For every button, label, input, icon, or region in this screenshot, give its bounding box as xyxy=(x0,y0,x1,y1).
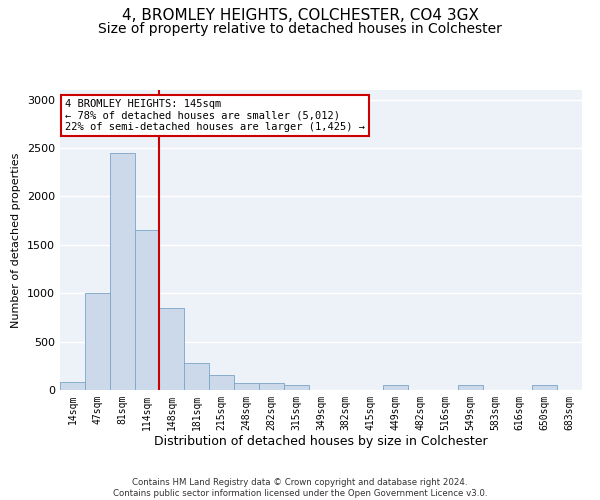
Text: 4 BROMLEY HEIGHTS: 145sqm
← 78% of detached houses are smaller (5,012)
22% of se: 4 BROMLEY HEIGHTS: 145sqm ← 78% of detac… xyxy=(65,99,365,132)
Bar xyxy=(85,293,110,390)
Bar xyxy=(383,385,408,390)
Y-axis label: Number of detached properties: Number of detached properties xyxy=(11,152,22,328)
Text: Contains HM Land Registry data © Crown copyright and database right 2024.
Contai: Contains HM Land Registry data © Crown c… xyxy=(113,478,487,498)
Bar xyxy=(209,376,234,390)
Bar xyxy=(532,385,557,390)
Text: Size of property relative to detached houses in Colchester: Size of property relative to detached ho… xyxy=(98,22,502,36)
Bar xyxy=(184,363,209,390)
Text: 4, BROMLEY HEIGHTS, COLCHESTER, CO4 3GX: 4, BROMLEY HEIGHTS, COLCHESTER, CO4 3GX xyxy=(121,8,479,22)
Bar xyxy=(60,382,85,390)
Bar xyxy=(160,308,184,390)
Bar xyxy=(234,382,259,390)
Bar xyxy=(284,385,308,390)
Bar xyxy=(110,153,134,390)
Text: Distribution of detached houses by size in Colchester: Distribution of detached houses by size … xyxy=(154,435,488,448)
Bar xyxy=(134,230,160,390)
Bar xyxy=(458,385,482,390)
Bar xyxy=(259,382,284,390)
